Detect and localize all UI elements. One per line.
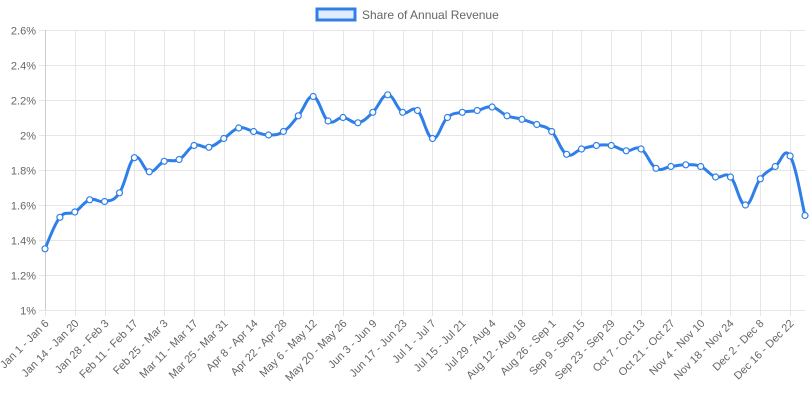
data-point[interactable] — [473, 106, 481, 115]
data-point[interactable] — [577, 145, 586, 153]
data-point[interactable] — [160, 157, 168, 165]
data-point[interactable] — [294, 112, 302, 120]
data-point[interactable] — [428, 134, 437, 143]
data-point[interactable] — [71, 208, 79, 216]
y-tick-label: 1.6% — [11, 201, 36, 213]
data-point[interactable] — [339, 113, 347, 122]
data-point[interactable] — [279, 127, 287, 136]
data-point[interactable] — [756, 175, 764, 183]
data-point[interactable] — [86, 196, 94, 204]
y-tick-label: 2% — [20, 131, 36, 143]
data-point[interactable] — [592, 141, 601, 150]
data-point[interactable] — [801, 211, 809, 220]
data-point[interactable] — [56, 213, 64, 221]
data-point[interactable] — [562, 150, 571, 158]
data-point[interactable] — [548, 127, 556, 136]
data-point[interactable] — [637, 145, 645, 153]
data-point[interactable] — [175, 155, 183, 164]
data-point[interactable] — [786, 152, 794, 160]
y-tick-label: 2.4% — [11, 61, 36, 73]
data-point[interactable] — [399, 108, 407, 116]
legend-label: Share of Annual Revenue — [362, 8, 499, 22]
data-point[interactable] — [324, 117, 332, 125]
data-point[interactable] — [41, 245, 49, 253]
data-point[interactable] — [622, 147, 630, 155]
y-tick-label: 1% — [20, 306, 36, 318]
data-point[interactable] — [682, 161, 690, 169]
data-point[interactable] — [741, 201, 750, 209]
y-tick-label: 1.2% — [11, 271, 36, 283]
data-point[interactable] — [518, 115, 526, 123]
data-point[interactable] — [711, 173, 720, 181]
data-point[interactable] — [354, 119, 362, 127]
data-point[interactable] — [205, 143, 213, 151]
data-point[interactable] — [190, 141, 198, 150]
series-line — [43, 93, 807, 251]
data-point[interactable] — [413, 106, 422, 115]
data-point[interactable] — [667, 162, 675, 171]
data-point[interactable] — [309, 92, 317, 101]
y-tick-label: 2.2% — [11, 96, 36, 108]
y-axis-tick-labels: 1% 1.2% 1.4% 1.6% 1.8% 2% 2.2% 2.4% 2.6% — [11, 26, 36, 318]
data-point[interactable] — [533, 120, 541, 129]
data-point[interactable] — [145, 168, 153, 176]
data-point[interactable] — [130, 154, 138, 162]
legend-swatch — [315, 7, 357, 22]
data-point[interactable] — [771, 162, 779, 171]
data-point[interactable] — [458, 108, 466, 116]
data-point[interactable] — [100, 197, 109, 206]
data-point[interactable] — [503, 112, 511, 120]
data-point[interactable] — [250, 127, 258, 136]
data-point[interactable] — [443, 113, 451, 122]
data-point[interactable] — [220, 134, 228, 143]
y-tick-label: 1.8% — [11, 166, 36, 178]
data-point[interactable] — [607, 141, 615, 150]
data-point[interactable] — [369, 108, 377, 116]
data-points — [41, 91, 809, 253]
data-point[interactable] — [115, 189, 124, 197]
data-point[interactable] — [697, 162, 705, 171]
y-tick-label: 1.4% — [11, 236, 36, 248]
data-point[interactable] — [384, 91, 392, 99]
data-point[interactable] — [652, 164, 660, 172]
data-point[interactable] — [726, 173, 735, 181]
data-point[interactable] — [488, 103, 496, 111]
grid — [39, 30, 805, 316]
legend[interactable]: Share of Annual Revenue — [315, 7, 499, 22]
y-tick-label: 2.6% — [11, 26, 36, 38]
data-point[interactable] — [235, 124, 243, 132]
data-point[interactable] — [264, 131, 273, 139]
